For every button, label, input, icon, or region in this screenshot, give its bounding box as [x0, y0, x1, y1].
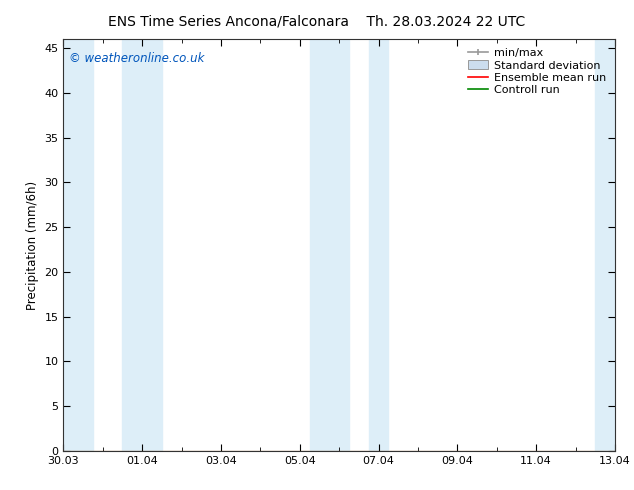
Bar	[309, 39, 349, 451]
Y-axis label: Precipitation (mm/6h): Precipitation (mm/6h)	[26, 180, 39, 310]
Legend: min/max, Standard deviation, Ensemble mean run, Controll run: min/max, Standard deviation, Ensemble me…	[465, 45, 609, 98]
Bar	[122, 39, 162, 451]
Text: © weatheronline.co.uk: © weatheronline.co.uk	[69, 51, 204, 65]
Bar	[63, 39, 93, 451]
Bar	[595, 39, 615, 451]
Text: ENS Time Series Ancona/Falconara    Th. 28.03.2024 22 UTC: ENS Time Series Ancona/Falconara Th. 28.…	[108, 15, 526, 29]
Bar	[369, 39, 389, 451]
